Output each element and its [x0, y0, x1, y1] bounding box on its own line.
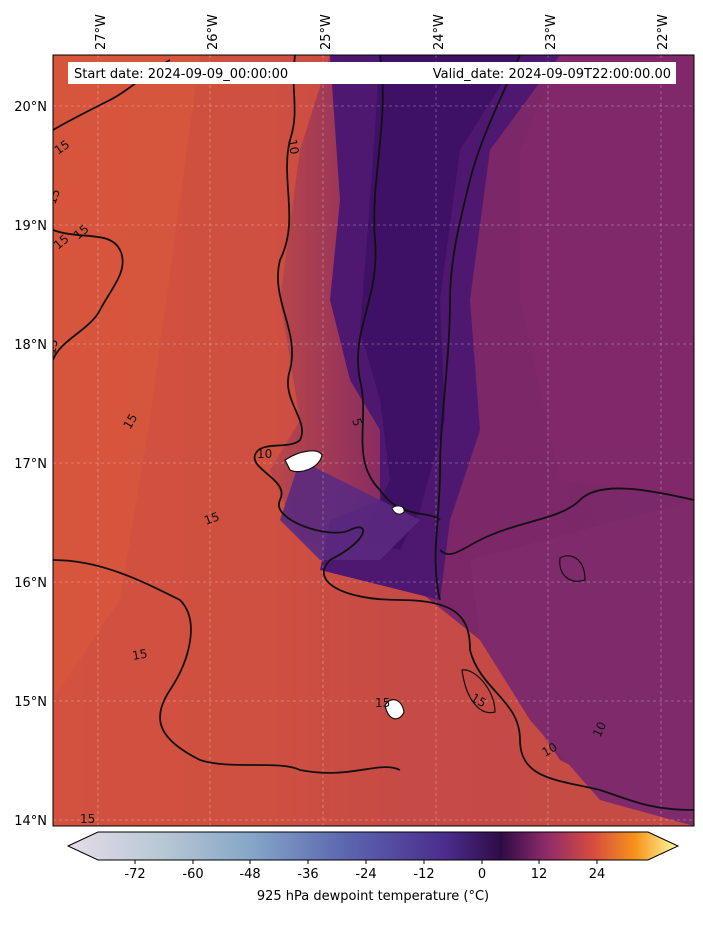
lat-label: 19°N — [14, 219, 47, 234]
lat-label: 20°N — [14, 100, 47, 115]
colorbar-ticks — [134, 860, 598, 864]
colorbar-tick-label: -60 — [182, 867, 203, 882]
lat-label: 15°N — [14, 695, 47, 710]
colorbar-tick-label: -24 — [355, 867, 376, 882]
contour-label: 15 — [131, 647, 148, 663]
colorbar: -72 -60 -48 -36 -24 -12 0 12 24 925 hPa … — [66, 831, 680, 904]
lon-label: 26°W — [206, 14, 221, 50]
lat-label: 17°N — [14, 457, 47, 472]
contour-label: 10 — [590, 720, 609, 740]
contour-lines — [53, 55, 694, 811]
lat-label: 18°N — [14, 338, 47, 353]
map-frame — [52, 54, 695, 827]
lon-label: 24°W — [432, 14, 447, 50]
colorbar-tick-label: 12 — [531, 867, 548, 882]
santiago-island — [461, 669, 496, 714]
contour-label: 10 — [540, 740, 560, 760]
santo-antao-island — [284, 450, 323, 473]
colorbar-tick-label: -72 — [124, 867, 145, 882]
colorbar-label: 925 hPa dewpoint temperature (°C) — [257, 889, 489, 904]
start-date-label: Start date: 2024-09-09_00:00:00 — [74, 67, 288, 82]
lon-labels: 27°W 26°W 25°W 24°W 23°W 22°W — [94, 14, 671, 50]
header-box — [68, 62, 676, 84]
contour-label: 10 — [285, 138, 301, 155]
lon-label: 27°W — [94, 14, 109, 50]
contour-label: 15 — [375, 696, 390, 710]
contour-label: 15 — [45, 187, 63, 206]
boa-vista-island — [559, 555, 586, 582]
contour-label: 15 — [202, 509, 221, 527]
sao-nicolau-island — [391, 505, 405, 515]
lon-label: 25°W — [319, 14, 334, 50]
colorbar-tick-label: 0 — [478, 867, 486, 882]
lat-labels: 20°N 19°N 18°N 17°N 16°N 15°N 14°N — [14, 100, 47, 829]
colorbar-tick-label: -12 — [413, 867, 434, 882]
lon-label: 23°W — [544, 14, 559, 50]
contour-label: 15 — [80, 812, 95, 826]
colorbar-bar — [66, 831, 680, 861]
lat-label: 14°N — [14, 814, 47, 829]
contour-label: 15 — [469, 690, 489, 710]
valid-date-label: Valid_date: 2024-09-09T22:00:00.00 — [433, 67, 671, 82]
contour-label: 15 — [120, 411, 140, 431]
colorbar-tick-label: -36 — [297, 867, 318, 882]
contour-label: 5 — [349, 416, 365, 428]
colorbar-tick-label: -48 — [239, 867, 260, 882]
colorbar-tick-label: 24 — [589, 867, 606, 882]
lon-label: 22°W — [656, 14, 671, 50]
fogo-island — [384, 699, 405, 720]
lat-label: 16°N — [14, 576, 47, 591]
contour-label: 10 — [257, 447, 272, 461]
dewpoint-field: 15 15 15 15 15 15 10 10 10 10 5 15 15 15… — [44, 55, 694, 826]
contour-label: 15 — [44, 338, 60, 355]
